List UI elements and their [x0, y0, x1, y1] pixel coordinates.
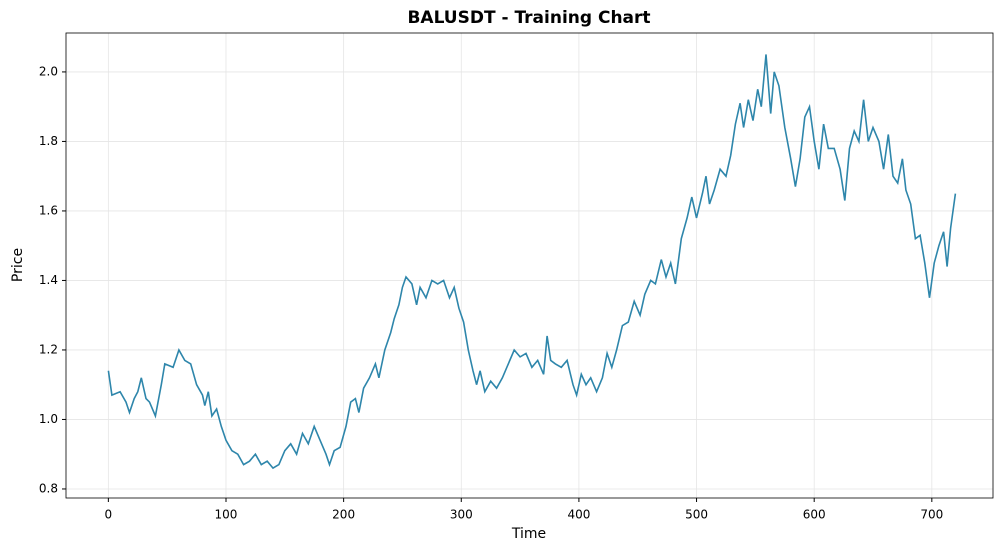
chart-title: BALUSDT - Training Chart [407, 8, 650, 28]
x-axis-label: Time [511, 526, 546, 542]
y-tick-label: 1.2 [39, 342, 58, 356]
x-tick-label: 400 [567, 508, 590, 522]
y-tick-label: 0.8 [39, 481, 58, 495]
y-tick-label: 1.6 [39, 203, 58, 217]
y-tick-label: 1.4 [39, 273, 58, 287]
x-tick-label: 600 [803, 508, 826, 522]
x-tick-label: 500 [685, 508, 708, 522]
x-tick-label: 200 [332, 508, 355, 522]
y-tick-label: 1.0 [39, 412, 58, 426]
plot-frame [65, 32, 994, 499]
x-tick-label: 300 [450, 508, 473, 522]
y-tick-label: 2.0 [39, 64, 58, 78]
y-axis-label: Price [10, 248, 26, 282]
y-tick-label: 1.8 [39, 134, 58, 148]
x-tick-label: 700 [920, 508, 943, 522]
price-line [107, 54, 957, 470]
x-tick-label: 100 [215, 508, 238, 522]
x-tick-label: 0 [105, 508, 113, 522]
